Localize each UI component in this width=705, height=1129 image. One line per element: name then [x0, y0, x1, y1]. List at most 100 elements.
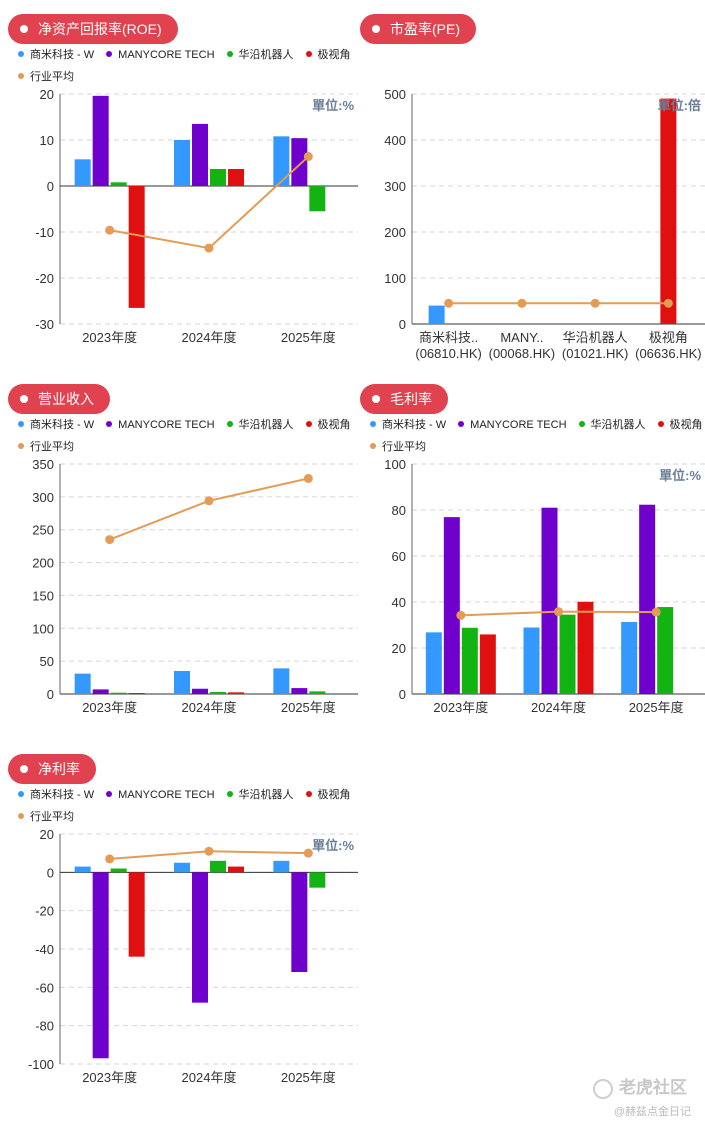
bar: [92, 872, 109, 1059]
x-tick-label: 2023年度: [82, 700, 137, 715]
legend-item[interactable]: 华沿机器人: [226, 418, 294, 432]
bar: [479, 634, 496, 694]
legend-item[interactable]: 极视角: [657, 418, 703, 432]
legend-row: 行业平均: [370, 440, 438, 454]
legend-item[interactable]: 行业平均: [18, 810, 74, 824]
legend-label: 华沿机器人: [238, 419, 294, 431]
legend-label: 华沿机器人: [590, 419, 646, 431]
legend-row: 行业平均: [18, 70, 86, 84]
y-tick-label: 50: [40, 654, 54, 669]
legend-item[interactable]: 华沿机器人: [226, 48, 294, 62]
y-tick-label: 0: [399, 317, 406, 332]
chart-title: 市盈率(PE): [390, 21, 460, 37]
legend-item[interactable]: 商米科技 - W: [370, 418, 446, 432]
legend-label: 商米科技 - W: [382, 419, 447, 431]
title-pill-net[interactable]: 净利率: [8, 754, 96, 784]
legend-label: 行业平均: [382, 441, 426, 453]
legend-dot-icon: [18, 791, 24, 798]
tiger-logo-icon: [593, 1079, 613, 1099]
bar: [174, 140, 190, 186]
x-tick-sublabel: (00068.HK): [489, 346, 555, 361]
legend-item[interactable]: 商米科技 - W: [18, 418, 94, 432]
legend-item[interactable]: 行业平均: [18, 70, 74, 84]
bar: [110, 182, 127, 186]
legend-dot-icon: [657, 421, 664, 428]
legend-item[interactable]: 行业平均: [370, 440, 426, 454]
legend-item[interactable]: 极视角: [305, 788, 351, 802]
y-tick-label: 300: [384, 179, 406, 194]
y-tick-label: 200: [32, 556, 54, 571]
y-tick-label: 100: [384, 457, 406, 472]
x-tick-label: 华沿机器人: [563, 330, 628, 345]
y-tick-label: 0: [399, 687, 406, 702]
legend-item[interactable]: 商米科技 - W: [18, 48, 94, 62]
legend-dot-icon: [226, 51, 233, 58]
y-tick-label: 250: [32, 523, 54, 538]
y-tick-label: -10: [35, 225, 54, 240]
legend-item[interactable]: 华沿机器人: [226, 788, 294, 802]
legend-label: 华沿机器人: [238, 49, 294, 61]
legend-item[interactable]: 极视角: [305, 418, 351, 432]
avg-point: [204, 846, 214, 856]
bar: [128, 186, 145, 308]
title-pill-gross[interactable]: 毛利率: [360, 384, 448, 414]
legend-dot-icon: [18, 73, 24, 80]
x-tick-label: 商米科技..: [419, 330, 478, 345]
y-tick-label: 100: [384, 271, 406, 286]
x-tick-label: 2024年度: [182, 1070, 237, 1085]
x-tick-sublabel: (06636.HK): [635, 346, 701, 361]
avg-point: [517, 298, 527, 308]
y-tick-label: 100: [32, 621, 54, 636]
x-tick-label: 2023年度: [82, 1070, 137, 1085]
watermark: 老虎社区: [593, 1073, 687, 1099]
y-tick-label: 200: [384, 225, 406, 240]
bar: [309, 872, 326, 888]
bar: [228, 692, 244, 694]
unit-label: 單位:%: [659, 468, 701, 483]
bullet-dot-icon: [20, 765, 28, 773]
x-tick-label: 2023年度: [433, 700, 488, 715]
unit-label: 單位:%: [312, 98, 354, 113]
panel-net: 净利率 商米科技 - W MANYCORE TECH 华沿机器人 极视角行业平均 20…: [8, 754, 358, 1094]
legend-row: 商米科技 - W MANYCORE TECH 华沿机器人 极视角: [18, 788, 363, 802]
y-tick-label: 0: [47, 865, 54, 880]
y-tick-label: 350: [32, 457, 54, 472]
legend-label: MANYCORE TECH: [118, 49, 215, 61]
panel-revenue: 营业收入 商米科技 - W MANYCORE TECH 华沿机器人 极视角行业平均 3…: [8, 384, 358, 724]
x-tick-label: 2024年度: [531, 700, 586, 715]
legend-item[interactable]: MANYCORE TECH: [106, 418, 215, 432]
legend-item[interactable]: 极视角: [305, 48, 351, 62]
y-tick-label: 500: [384, 87, 406, 102]
legend-item[interactable]: MANYCORE TECH: [106, 48, 215, 62]
legend-dot-icon: [458, 421, 465, 428]
legend-dot-icon: [18, 421, 24, 428]
chart-title: 毛利率: [390, 391, 432, 407]
legend-item[interactable]: 行业平均: [18, 440, 74, 454]
legend-item[interactable]: MANYCORE TECH: [106, 788, 215, 802]
title-pill-roe[interactable]: 净资产回报率(ROE): [8, 14, 178, 44]
title-pill-revenue[interactable]: 营业收入: [8, 384, 110, 414]
legend-dot-icon: [106, 421, 113, 428]
legend-row: 行业平均: [18, 440, 86, 454]
legend-label: 极视角: [317, 789, 351, 801]
legend-label: MANYCORE TECH: [470, 419, 567, 431]
legend-dot-icon: [305, 421, 312, 428]
chart-title: 净利率: [38, 761, 80, 777]
legend-item[interactable]: 华沿机器人: [578, 418, 646, 432]
title-pill-pe[interactable]: 市盈率(PE): [360, 14, 476, 44]
chart-pe: 5004003002001000商米科技..(06810.HK)MANY..(0…: [384, 87, 705, 361]
legend-label: 商米科技 - W: [30, 49, 95, 61]
x-tick-label: MANY..: [500, 330, 543, 345]
legend-item[interactable]: MANYCORE TECH: [458, 418, 567, 432]
y-tick-label: -20: [35, 271, 54, 286]
x-tick-sublabel: (01021.HK): [562, 346, 628, 361]
bar: [174, 862, 190, 873]
legend-dot-icon: [226, 421, 233, 428]
bar: [210, 692, 226, 694]
legend-label: 行业平均: [30, 811, 74, 823]
bar: [74, 866, 91, 873]
avg-point: [105, 535, 115, 545]
legend-item[interactable]: 商米科技 - W: [18, 788, 94, 802]
x-tick-label: 2023年度: [82, 330, 137, 345]
bar: [273, 860, 290, 873]
